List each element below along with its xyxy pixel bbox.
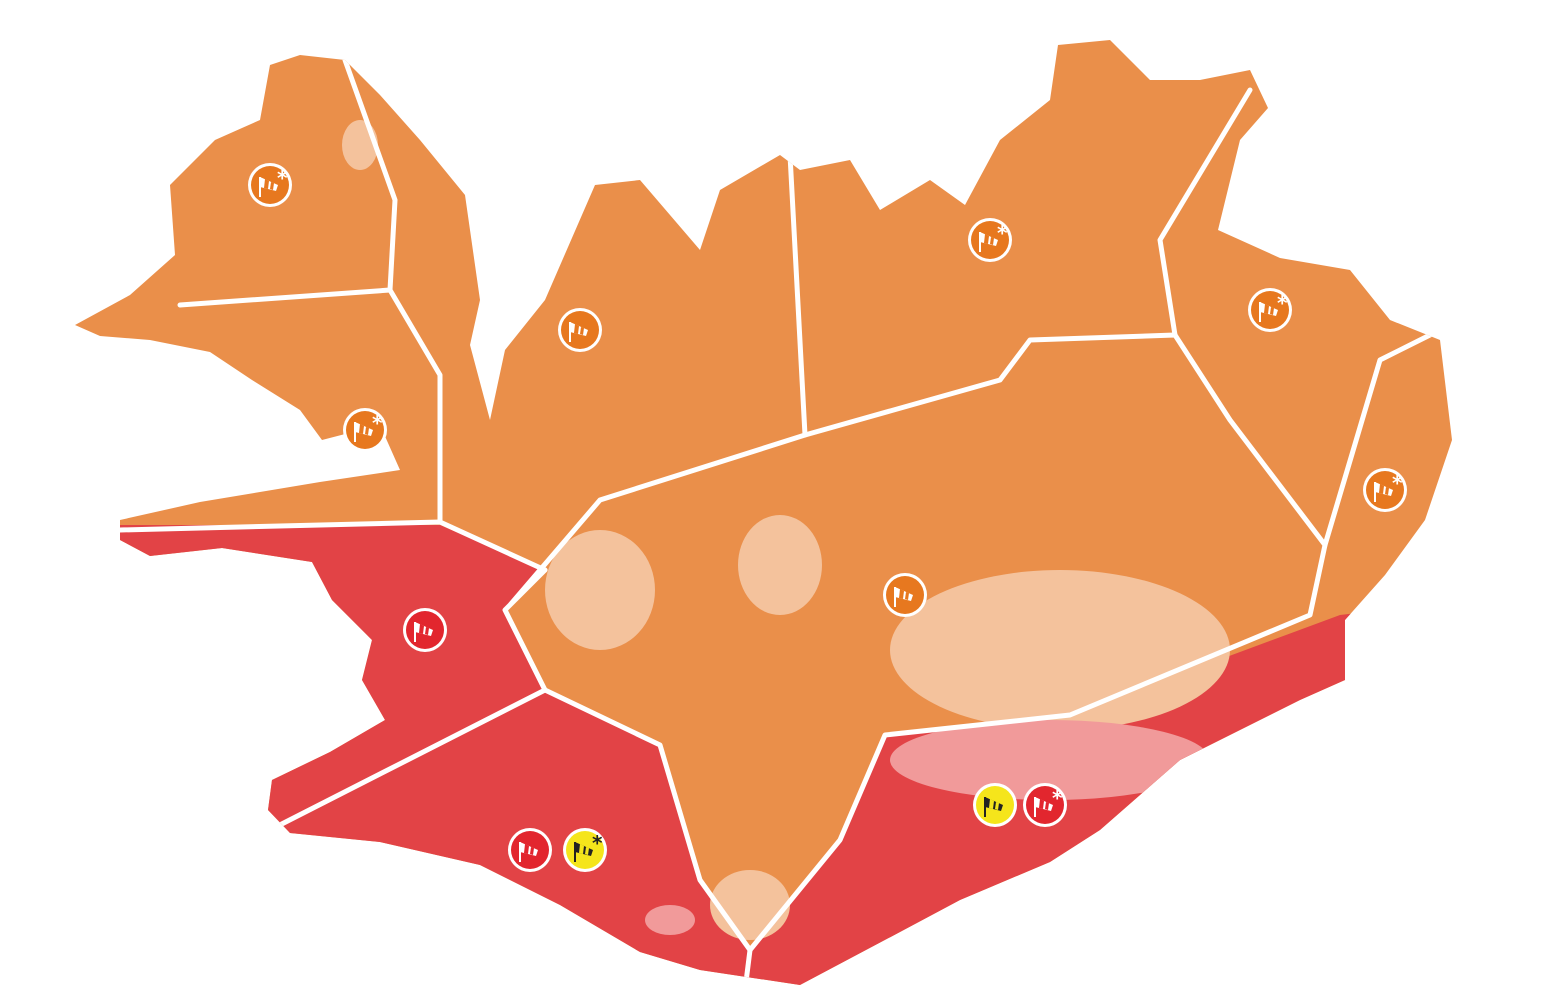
windsock-icon [979,232,998,252]
warning-icon-orange-wind-snow[interactable]: * [343,408,387,452]
region-border [1322,332,1433,548]
snow-icon: * [1392,471,1403,495]
snow-icon: * [592,831,603,855]
windsock-icon [414,622,433,642]
warning-icon-yellow-wind-snow[interactable]: * [563,828,607,872]
snow-icon: * [997,221,1008,245]
warning-icon-red-wind[interactable] [403,608,447,652]
glacier-eyjafjallajokull [645,905,695,935]
region-border [787,152,808,438]
glacier-hofsjokull [738,515,822,615]
snow-icon: * [1277,291,1288,315]
warning-icon-orange-wind-snow[interactable]: * [968,218,1012,262]
glacier-drangajokull [342,120,378,170]
windsock-icon [519,842,538,862]
warning-icon-red-wind[interactable] [508,828,552,872]
snow-icon: * [277,166,288,190]
windsock-icon [569,322,588,342]
windsock-icon [984,797,1003,817]
warning-icon-yellow-wind[interactable] [973,783,1017,827]
warning-icon-red-wind-snow[interactable]: * [1023,783,1067,827]
region-border [387,287,443,525]
windsock-icon [354,422,373,442]
region-border [177,287,393,308]
windsock-icon [574,842,593,862]
windsock-icon [1259,302,1278,322]
glacier-langjokull [545,530,655,650]
snow-icon: * [372,411,383,435]
windsock-icon [894,587,913,607]
region-border [1157,87,1253,338]
windsock-icon [259,177,278,197]
glacier-myrdalsjokull [710,870,790,940]
warning-icon-orange-wind-snow[interactable]: * [1248,288,1292,332]
warning-icon-orange-wind[interactable] [558,308,602,352]
windsock-icon [1374,482,1393,502]
region-border [502,332,1328,953]
region-border [342,57,398,293]
region-border [267,687,548,833]
region-border [117,519,548,573]
glacier-vatnajokull [890,570,1230,730]
warning-icons: * * * * * * * [248,163,1407,872]
windsock-icon [1034,797,1053,817]
warning-icon-orange-wind-snow[interactable]: * [1363,468,1407,512]
warning-icon-orange-wind-snow[interactable]: * [248,163,292,207]
warning-icon-orange-wind[interactable] [883,573,927,617]
snow-icon: * [1052,786,1063,810]
glacier-vatnajokull-south [890,720,1210,800]
